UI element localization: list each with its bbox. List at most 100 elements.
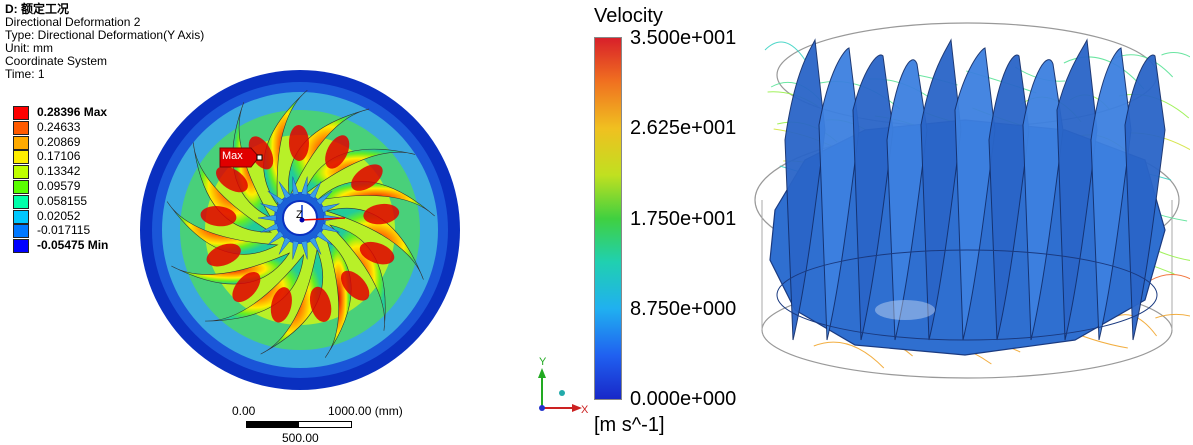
- impeller-blade: [166, 201, 279, 255]
- legend-swatch: [13, 150, 29, 165]
- origin-dot: [299, 217, 305, 223]
- legend-value: -0.05475 Min: [37, 238, 109, 253]
- scale-bar-fill: [247, 422, 299, 427]
- runner-body: [769, 38, 1166, 356]
- legend-value: 0.17106: [37, 149, 81, 164]
- legend-value: 0.13342: [37, 164, 81, 179]
- hub-spike: [267, 230, 284, 246]
- analysis-title: D: 额定工况: [5, 2, 69, 16]
- hub-spike: [309, 236, 322, 255]
- legend-value: -0.017115: [37, 223, 91, 238]
- hub-spike: [300, 240, 308, 260]
- hub-spike: [267, 190, 284, 206]
- runner-streamline-render[interactable]: [745, 10, 1190, 390]
- impeller-contour-plot[interactable]: Z: [130, 60, 470, 400]
- colorbar-title: Velocity: [594, 5, 663, 27]
- max-deformation-zone: [270, 287, 292, 323]
- legend-value: 0.28396 Max: [37, 105, 108, 119]
- specular-highlight: [875, 300, 935, 320]
- velocity-colorbar: [594, 37, 622, 400]
- legend-value: 0.24633: [37, 119, 81, 134]
- triad-y-label: Y: [539, 356, 547, 368]
- max-deformation-zone: [340, 270, 370, 301]
- hub-spike: [316, 190, 333, 206]
- streamline: [1155, 313, 1190, 319]
- hub-spike: [292, 240, 300, 260]
- max-probe[interactable]: Max: [219, 147, 263, 168]
- triad-x-label: X: [581, 404, 589, 416]
- hub-spike: [292, 176, 300, 196]
- hub-spike: [321, 223, 340, 233]
- impeller-blade: [316, 181, 435, 217]
- x-axis-arrow: [301, 217, 346, 221]
- result-name: Directional Deformation 2: [5, 15, 141, 29]
- colorbar-tick-label: 8.750e+000: [630, 297, 737, 320]
- streamline: [764, 41, 806, 61]
- max-probe-label: Max: [222, 150, 243, 162]
- legend-swatch: [13, 194, 29, 209]
- legend-swatch: [13, 120, 29, 135]
- result-header: D: 额定工况 Directional Deformation 2 Type: …: [5, 3, 204, 81]
- streamline: [1161, 52, 1190, 58]
- colorbar-ticks: 3.500e+001 2.625e+001 1.750e+001 8.750e+000…: [630, 27, 760, 410]
- hub-spike: [260, 223, 279, 233]
- legend-value: 0.20869: [37, 134, 81, 149]
- z-axis-label: Z: [296, 209, 303, 221]
- impeller-blade: [324, 238, 352, 358]
- hub-spike: [300, 176, 308, 196]
- max-deformation-zone: [288, 125, 309, 162]
- legend-swatch: [13, 224, 29, 239]
- hub-spike: [278, 181, 291, 200]
- streamline: [1149, 274, 1190, 282]
- scale-start-label: 0.00: [232, 404, 256, 418]
- scale-end-label: 1000.00 (mm): [328, 404, 403, 418]
- scale-bar: 0.00 1000.00 (mm) 500.00: [230, 404, 440, 445]
- result-type: Type: Directional Deformation(Y Axis): [5, 28, 205, 42]
- max-deformation-zone: [232, 271, 261, 303]
- legend-swatch: [13, 209, 29, 224]
- result-time: Time: 1: [5, 67, 45, 81]
- legend-value: 0.09579: [37, 179, 81, 193]
- hub-spike: [260, 203, 279, 213]
- max-deformation-zone: [215, 166, 248, 193]
- max-deformation-zone: [351, 164, 383, 191]
- scale-mid-label: 500.00: [282, 431, 319, 445]
- coordinate-system: Coordinate System: [5, 54, 108, 68]
- streamline: [819, 80, 901, 110]
- colorbar-tick-label: 1.750e+001: [630, 207, 737, 230]
- legend-swatch: [13, 239, 29, 254]
- hub-spikes: [257, 176, 343, 260]
- colorbar-tick-label: 0.000e+000: [630, 388, 737, 410]
- legend-value: 0.02052: [37, 208, 81, 223]
- max-deformation-zone: [325, 135, 350, 169]
- hub-bore: [282, 200, 318, 236]
- legend-swatch: [13, 106, 29, 120]
- hub-spike: [309, 181, 322, 200]
- colorbar-tick-label: 2.625e+001: [630, 117, 737, 140]
- impeller-blade: [329, 224, 386, 331]
- max-deformation-zone: [363, 203, 400, 225]
- colorbar-unit: [m s^-1]: [594, 414, 665, 436]
- scale-bar-box: [246, 421, 352, 428]
- max-deformation-zone: [206, 243, 241, 267]
- colorbar-tick-label: 3.500e+001: [630, 27, 737, 49]
- legend-swatch: [13, 165, 29, 180]
- legend-swatch: [13, 135, 29, 150]
- impeller-blade: [263, 89, 308, 207]
- max-deformation-zone: [200, 206, 237, 227]
- contour-legend: 0.28396 Max 0.24633 0.20869 0.17106 0.13342 0…: [13, 105, 133, 266]
- result-unit: Unit: mm: [5, 41, 53, 55]
- runner-blade: [1124, 54, 1166, 341]
- streamline: [813, 341, 885, 369]
- blade-group: [166, 89, 435, 358]
- runner-band: [776, 249, 1158, 341]
- legend-value: 0.058155: [37, 193, 88, 208]
- max-deformation-zone: [309, 286, 332, 322]
- max-deformation-zone: [359, 241, 395, 265]
- hub-spike: [278, 236, 291, 255]
- legend-swatch: [13, 180, 29, 194]
- hub-spike: [316, 230, 333, 246]
- hub-spike: [321, 203, 340, 213]
- axis-triad: Y X: [538, 356, 589, 416]
- hub-spike: [257, 214, 277, 222]
